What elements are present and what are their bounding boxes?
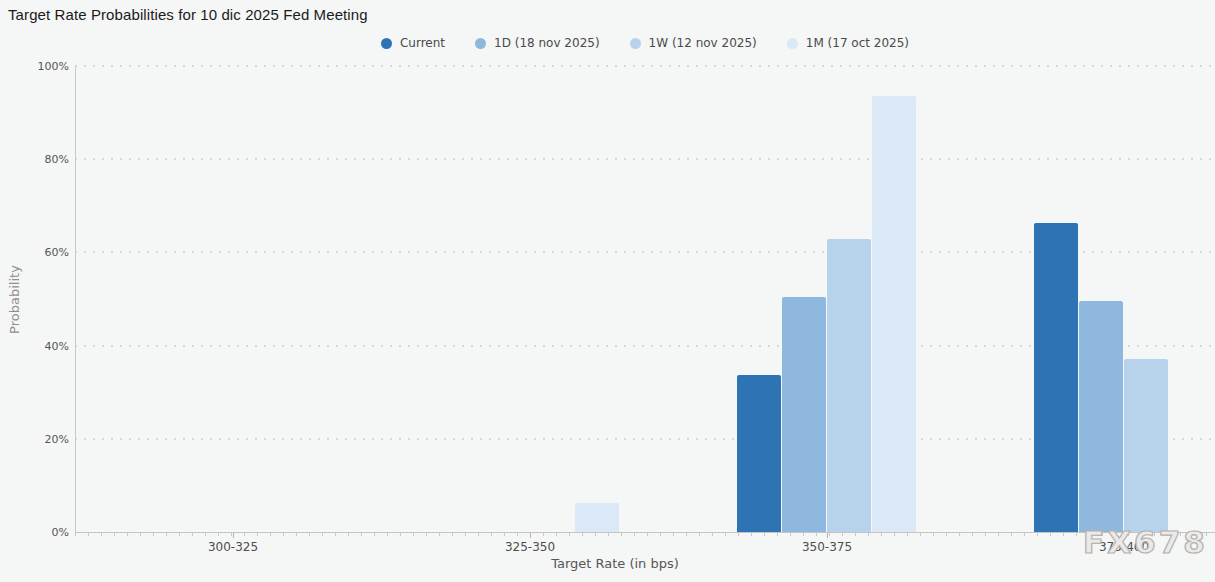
bar-325-350-series-3 [575,503,619,532]
fedwatch-probability-chart: Target Rate Probabilities for 10 dic 202… [0,0,1215,582]
legend-item-current[interactable]: Current [381,36,445,50]
legend-color-dot [630,38,641,49]
x-major-tick-300-325 [233,533,234,538]
legend-color-dot [787,38,798,49]
x-major-tick-325-350 [530,533,531,538]
x-axis-minor-ticks [75,533,1215,536]
legend-item-1d[interactable]: 1D (18 nov 2025) [475,36,600,50]
bar-350-375-series-1 [782,297,826,532]
legend-item-label: 1D (18 nov 2025) [494,36,600,50]
y-axis-line [75,66,76,532]
y-tick-label-80: 80% [9,153,69,166]
legend-item-1w[interactable]: 1W (12 nov 2025) [630,36,757,50]
bar-375-400-series-2 [1124,359,1168,532]
legend-item-1m[interactable]: 1M (17 oct 2025) [787,36,909,50]
bar-350-375-series-3 [872,96,916,532]
bar-350-375-series-2 [827,239,871,532]
bar-375-400-series-1 [1079,301,1123,532]
bar-350-375-series-0 [737,375,781,532]
legend-item-label: 1W (12 nov 2025) [649,36,757,50]
chart-legend: Current 1D (18 nov 2025) 1W (12 nov 2025) 1… [75,36,1215,50]
x-tick-label-325-350: 325-350 [465,540,595,554]
legend-color-dot [381,38,392,49]
legend-item-label: Current [400,36,445,50]
x-axis-title: Target Rate (in bps) [75,556,1155,571]
gridline-80 [75,158,1215,160]
fx678-watermark: FX678 [1083,524,1208,560]
gridline-100 [75,65,1215,67]
x-tick-label-300-325: 300-325 [168,540,298,554]
y-axis-title: Probability [7,230,22,370]
legend-item-label: 1M (17 oct 2025) [806,36,909,50]
y-tick-label-20: 20% [9,433,69,446]
bar-375-400-series-0 [1034,223,1078,532]
y-tick-label-100: 100% [9,60,69,73]
x-tick-label-350-375: 350-375 [762,540,892,554]
chart-title: Target Rate Probabilities for 10 dic 202… [8,6,368,23]
x-major-tick-350-375 [827,533,828,538]
legend-color-dot [475,38,486,49]
y-tick-label-0: 0% [9,526,69,539]
